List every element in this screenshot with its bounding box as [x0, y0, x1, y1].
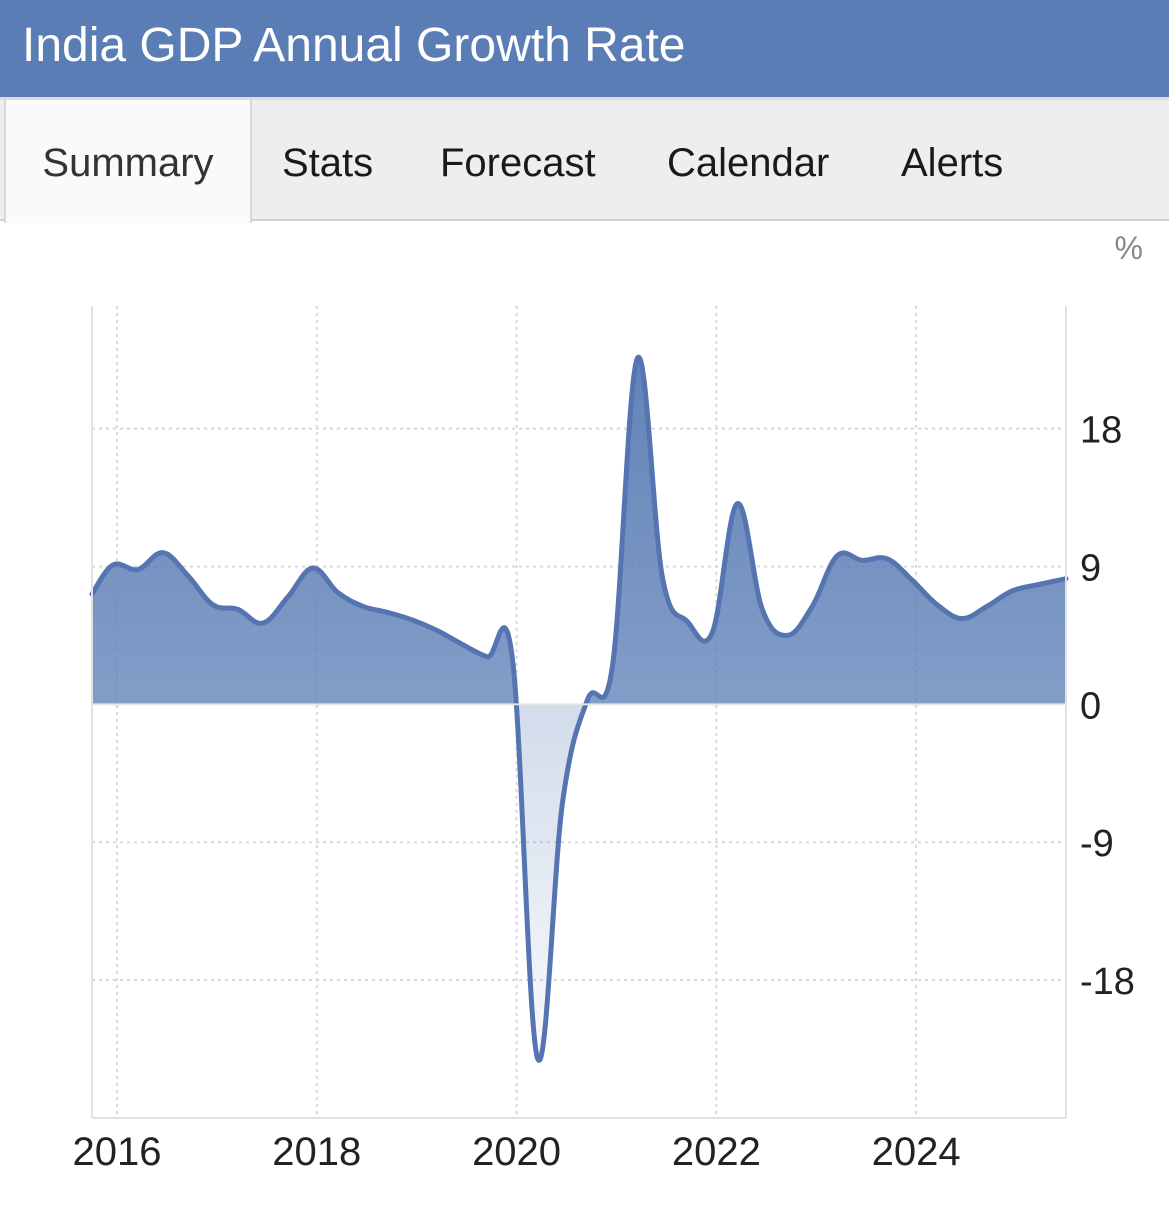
y-tick-label: -18	[1080, 961, 1135, 1003]
x-tick-label: 2022	[672, 1130, 761, 1174]
series-line	[89, 354, 1069, 1063]
data-point	[510, 657, 516, 663]
x-tick-label: 2024	[872, 1130, 961, 1174]
tick-labels: 2016 2018 2020 2022 2024 18 9 0 -9 -18%	[72, 230, 1143, 1174]
data-point	[834, 553, 840, 559]
tab-forecast[interactable]: Forecast	[440, 141, 596, 185]
data-point	[734, 501, 740, 507]
y-tick-label: 0	[1080, 685, 1101, 727]
y-tick-label: 18	[1080, 410, 1122, 452]
tab-alerts[interactable]: Alerts	[901, 141, 1004, 185]
area-fill	[92, 357, 1066, 1061]
gdp-growth-chart: 2016 2018 2020 2022 2024 18 9 0 -9 -18%	[72, 230, 1143, 1174]
data-point	[335, 590, 341, 596]
data-point	[584, 697, 590, 703]
data-point	[1009, 588, 1015, 594]
data-point	[759, 606, 765, 612]
data-point	[859, 557, 865, 563]
data-point	[984, 603, 990, 609]
data-point	[385, 609, 391, 615]
tab-summary[interactable]: Summary	[4, 100, 252, 223]
axes	[91, 306, 1067, 1119]
data-point	[560, 799, 566, 805]
data-point	[460, 642, 466, 648]
data-point	[535, 1055, 541, 1061]
y-tick-label: 9	[1080, 547, 1101, 589]
data-point	[260, 620, 266, 626]
chart-area: 2016 2018 2020 2022 2024 18 9 0 -9 -18%	[0, 221, 1169, 1200]
data-point	[884, 556, 890, 562]
data-point	[235, 606, 241, 612]
data-point	[909, 577, 915, 583]
data-point	[310, 565, 316, 571]
data-point	[959, 616, 965, 622]
positive-area	[92, 357, 1066, 705]
data-point	[634, 355, 640, 361]
data-point	[784, 632, 790, 638]
data-point	[934, 602, 940, 608]
data-point	[709, 629, 715, 635]
data-point	[809, 603, 815, 609]
data-point	[1034, 582, 1040, 588]
data-point	[659, 574, 665, 580]
data-point	[285, 594, 291, 600]
x-tick-label: 2020	[472, 1130, 561, 1174]
tab-stats[interactable]: Stats	[282, 141, 374, 185]
data-point	[185, 573, 191, 579]
data-point	[210, 602, 216, 608]
data-point	[435, 628, 441, 634]
data-point	[360, 603, 366, 609]
data-point	[135, 567, 141, 573]
gdp-series-line	[89, 354, 1069, 1063]
tab-bar: Summary Stats Forecast Calendar Alerts	[0, 97, 1169, 223]
y-tick-label: -9	[1080, 823, 1114, 865]
tab-calendar[interactable]: Calendar	[667, 141, 830, 185]
unit-label: %	[1115, 230, 1143, 266]
x-tick-label: 2016	[72, 1130, 161, 1174]
negative-area	[92, 704, 1066, 1061]
data-point	[160, 550, 166, 556]
page-title: India GDP Annual Growth Rate	[0, 0, 1169, 97]
data-point	[684, 619, 690, 625]
data-point	[485, 654, 491, 660]
x-tick-label: 2018	[272, 1130, 361, 1174]
data-point	[110, 562, 116, 568]
data-point	[410, 617, 416, 623]
data-point	[609, 663, 615, 669]
